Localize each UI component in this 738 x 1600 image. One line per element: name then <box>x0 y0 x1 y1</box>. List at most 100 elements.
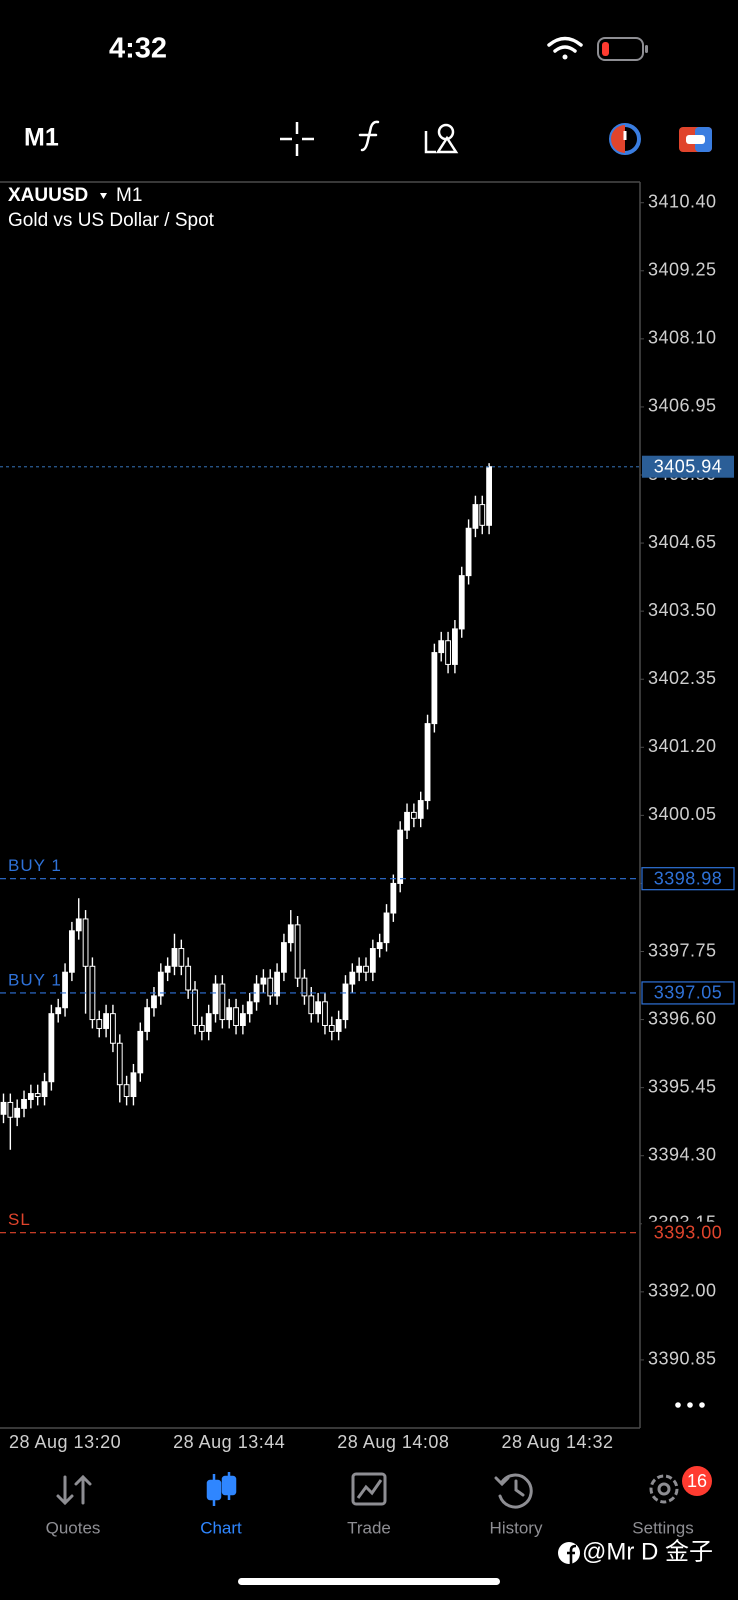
level-price-box <box>641 981 735 1005</box>
x-tick-label: 28 Aug 13:44 <box>173 1432 285 1452</box>
candle-body <box>315 1001 322 1015</box>
candle-body <box>27 1093 34 1100</box>
candle-body <box>431 652 438 725</box>
level-name: SL <box>8 1210 31 1229</box>
tab-label[interactable]: Trade <box>347 1518 391 1537</box>
candle-body <box>103 1013 109 1029</box>
level-name: BUY 1 <box>8 970 62 989</box>
candle-body <box>178 948 185 967</box>
candle-body <box>7 1101 14 1118</box>
candle-body <box>34 1093 41 1098</box>
candle-body <box>349 971 356 985</box>
candle-body <box>157 971 164 997</box>
chart-timeframe: M1 <box>116 185 142 206</box>
candle-body <box>226 1007 233 1021</box>
candle-body <box>151 995 157 1009</box>
y-tick-label: 3409.25 <box>648 260 717 280</box>
trade-tab-icon[interactable] <box>351 1472 387 1506</box>
candle-body <box>417 800 424 819</box>
candle-body <box>239 1013 246 1026</box>
candle-body <box>322 1001 328 1026</box>
candle-body <box>281 942 287 973</box>
watermark: @Mr D 金子 <box>582 1538 713 1565</box>
candle-body <box>363 965 369 973</box>
objects-button[interactable] <box>424 123 459 154</box>
level-price: 3393.00 <box>654 1222 723 1242</box>
chart-symbol[interactable]: XAUUSD <box>8 185 88 206</box>
candle-body <box>130 1072 137 1098</box>
candle-body <box>171 948 178 967</box>
candle-body <box>260 977 267 985</box>
y-tick-label: 3408.10 <box>648 328 717 348</box>
tab-label[interactable]: History <box>490 1518 543 1537</box>
candle-body <box>287 924 294 944</box>
crosshair-button[interactable] <box>280 122 314 156</box>
x-tick-label: 28 Aug 14:32 <box>501 1432 613 1452</box>
tab-bar: Quotes Chart Trade History Settings <box>46 1518 694 1537</box>
candle-body <box>458 575 465 630</box>
toolbar-timeframe[interactable]: M1 <box>24 124 59 152</box>
tab-label[interactable]: Settings <box>632 1518 693 1537</box>
settings-tab-icon[interactable] <box>649 1474 679 1504</box>
candle-body <box>397 829 404 884</box>
candle-body <box>369 948 376 973</box>
y-tick-label: 3396.60 <box>648 1008 717 1028</box>
candle-body <box>192 989 198 1026</box>
y-tick-label: 3400.05 <box>648 804 717 824</box>
candle-body <box>233 1007 239 1026</box>
level-price-box <box>641 867 735 891</box>
indicators-button[interactable] <box>358 120 380 152</box>
more-button[interactable] <box>675 1402 705 1408</box>
candle-body <box>198 1024 205 1032</box>
candle-body <box>301 977 308 997</box>
candle-body <box>294 924 301 979</box>
tab-label[interactable]: Quotes <box>46 1518 101 1537</box>
candle-body <box>342 983 349 1021</box>
y-tick-label: 3403.50 <box>648 600 717 620</box>
candle-body <box>21 1098 27 1109</box>
candle-body <box>48 1013 55 1083</box>
candle-body <box>41 1081 48 1098</box>
y-tick-label: 3395.45 <box>648 1076 717 1096</box>
history-tab-icon[interactable] <box>494 1473 533 1509</box>
candle-body <box>424 723 431 802</box>
candle-body <box>82 918 89 967</box>
current-price-label: 3405.94 <box>654 456 723 476</box>
home-indicator <box>238 1578 500 1585</box>
symbol-dropdown-arrow[interactable] <box>100 193 107 199</box>
candle-body <box>14 1107 21 1118</box>
candle-body <box>116 1042 123 1086</box>
price-levels: BUY 1 3398.98 BUY 1 3397.05 SL 3393.00 3405.94 <box>0 455 735 1244</box>
candle-body <box>219 983 226 1021</box>
y-tick-label: 3392.00 <box>648 1281 717 1301</box>
settings-badge-count: 16 <box>687 1471 707 1491</box>
candle-body <box>68 930 75 973</box>
candle-body <box>205 1013 212 1032</box>
candle-body <box>110 1013 116 1044</box>
candle-body <box>486 466 493 526</box>
tab-label[interactable]: Chart <box>200 1518 242 1537</box>
wifi-icon <box>547 36 583 60</box>
current-price-box <box>642 455 734 478</box>
y-tick-label: 3402.35 <box>648 668 717 688</box>
candle-body <box>185 965 192 991</box>
chart-tab-icon[interactable] <box>206 1472 237 1506</box>
trade-button[interactable] <box>679 127 712 152</box>
candle-body <box>75 918 82 932</box>
candle-body <box>465 527 472 577</box>
candle-body <box>212 983 219 1015</box>
candle-body <box>404 811 410 831</box>
battery-icon <box>597 37 648 61</box>
y-tick-label: 3410.40 <box>648 191 717 211</box>
y-tick-label: 3406.95 <box>648 396 717 416</box>
quotes-tab-icon[interactable] <box>56 1474 92 1506</box>
y-tick-label: 3401.20 <box>648 736 717 756</box>
level-price: 3397.05 <box>654 983 723 1003</box>
candle-body <box>335 1019 342 1032</box>
one-click-button[interactable] <box>609 123 641 155</box>
y-tick-label: 3397.75 <box>648 940 717 960</box>
y-tick-label: 3390.85 <box>648 1349 717 1369</box>
